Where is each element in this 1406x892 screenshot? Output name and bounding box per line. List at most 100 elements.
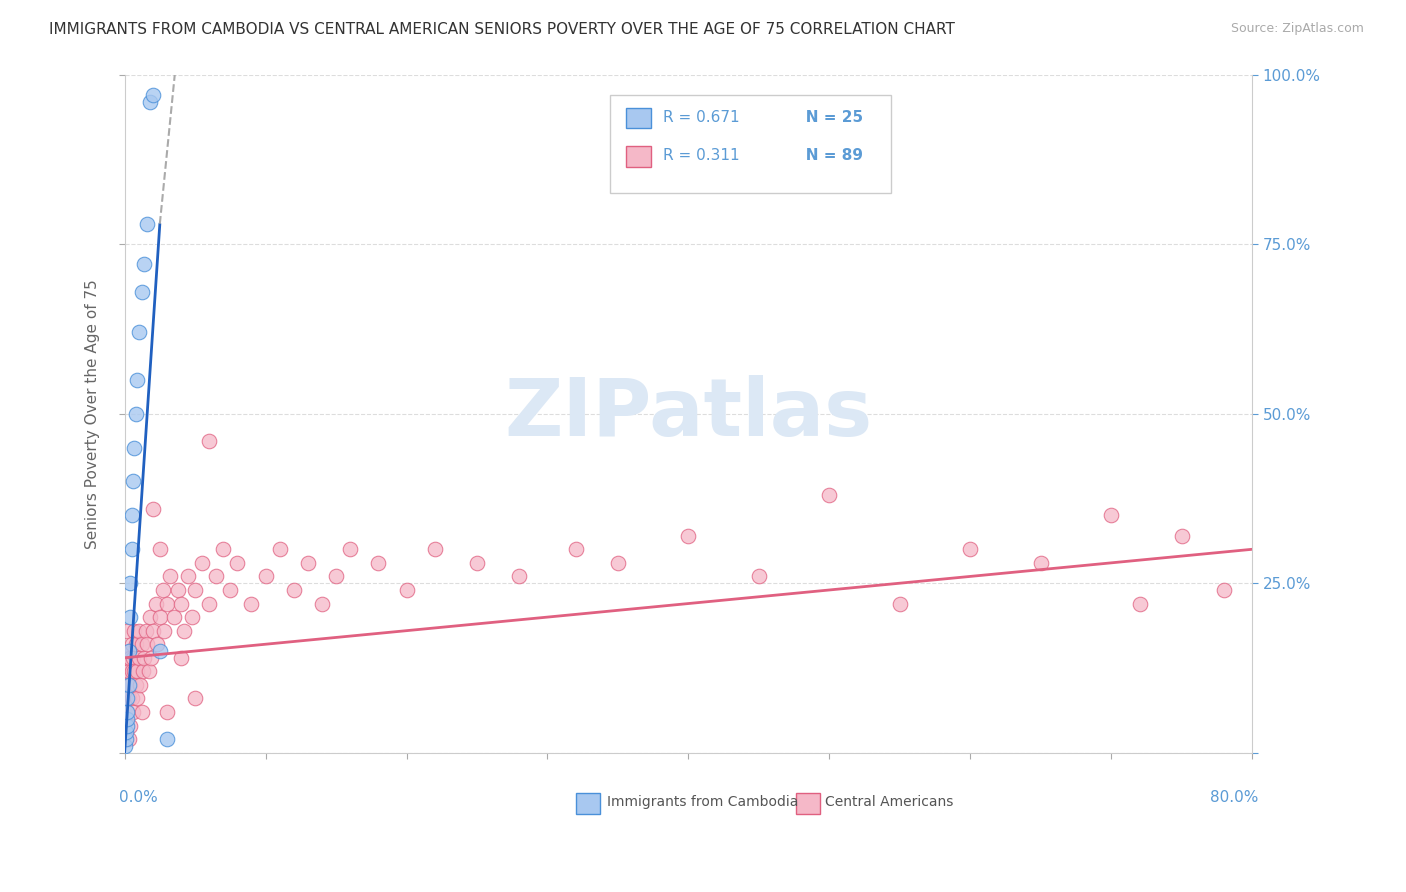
Point <box>115 665 138 679</box>
Point <box>146 637 169 651</box>
Point <box>1171 529 1194 543</box>
Point <box>131 705 153 719</box>
Point <box>1213 582 1236 597</box>
Point <box>177 569 200 583</box>
Point <box>125 407 148 421</box>
Point <box>125 637 148 651</box>
Point <box>198 597 221 611</box>
Point <box>117 650 139 665</box>
Point <box>170 650 193 665</box>
Point <box>297 556 319 570</box>
Point <box>120 718 142 732</box>
Text: 80.0%: 80.0% <box>1209 790 1258 805</box>
FancyBboxPatch shape <box>610 95 891 194</box>
Point <box>367 556 389 570</box>
Point <box>122 705 145 719</box>
Point <box>122 475 145 489</box>
Text: Immigrants from Cambodia: Immigrants from Cambodia <box>607 795 799 808</box>
Point <box>120 610 142 624</box>
Point <box>212 542 235 557</box>
Point <box>339 542 361 557</box>
Point <box>118 732 141 747</box>
Point <box>156 732 179 747</box>
Point <box>152 582 174 597</box>
Point <box>117 705 139 719</box>
Point <box>125 678 148 692</box>
Point <box>184 691 207 706</box>
Point <box>142 87 165 102</box>
Point <box>124 441 146 455</box>
Point <box>136 637 159 651</box>
Point <box>170 597 193 611</box>
Point <box>121 508 143 523</box>
Point <box>254 569 277 583</box>
Point <box>129 678 152 692</box>
Point <box>219 582 242 597</box>
Point <box>131 285 153 299</box>
Point <box>136 217 159 231</box>
Point <box>128 624 150 638</box>
Text: N = 89: N = 89 <box>790 148 863 163</box>
Point <box>118 644 141 658</box>
Point <box>120 650 142 665</box>
Point <box>115 718 138 732</box>
Point <box>226 556 249 570</box>
Point <box>1029 556 1052 570</box>
Point <box>138 665 160 679</box>
Point <box>124 665 146 679</box>
Point <box>283 582 305 597</box>
FancyBboxPatch shape <box>627 146 651 167</box>
Point <box>1099 508 1122 523</box>
Point <box>115 691 138 706</box>
Point <box>139 610 162 624</box>
Text: ZIPatlas: ZIPatlas <box>505 375 873 452</box>
Point <box>156 705 179 719</box>
Point <box>132 665 155 679</box>
Point <box>117 705 139 719</box>
Point <box>139 95 162 109</box>
Point <box>120 576 142 591</box>
Text: 0.0%: 0.0% <box>120 790 157 805</box>
Point <box>127 691 149 706</box>
Point <box>173 624 195 638</box>
Point <box>145 597 167 611</box>
Point <box>748 569 770 583</box>
Point <box>240 597 263 611</box>
Point <box>184 582 207 597</box>
Point <box>117 624 139 638</box>
Point <box>156 597 179 611</box>
Point <box>149 542 172 557</box>
Point <box>127 373 149 387</box>
Text: R = 0.671: R = 0.671 <box>662 110 740 125</box>
Point <box>127 665 149 679</box>
Point <box>167 582 190 597</box>
Text: Central Americans: Central Americans <box>825 795 953 808</box>
Point <box>115 732 138 747</box>
Point <box>115 712 138 726</box>
Point <box>1128 597 1150 611</box>
Point <box>124 624 146 638</box>
Point <box>122 650 145 665</box>
Point <box>134 257 156 271</box>
Point <box>117 712 139 726</box>
Point <box>121 665 143 679</box>
Point <box>134 650 156 665</box>
Point <box>181 610 204 624</box>
Point <box>128 325 150 339</box>
Point <box>159 569 181 583</box>
Point <box>311 597 333 611</box>
Point <box>118 644 141 658</box>
Point <box>121 542 143 557</box>
Point <box>423 542 446 557</box>
Point <box>121 691 143 706</box>
Point <box>149 644 172 658</box>
Point <box>135 624 157 638</box>
Point <box>115 725 138 739</box>
Point <box>269 542 291 557</box>
FancyBboxPatch shape <box>627 108 651 128</box>
Point <box>465 556 488 570</box>
Point <box>678 529 700 543</box>
Point <box>121 637 143 651</box>
Point <box>117 678 139 692</box>
Point <box>395 582 418 597</box>
